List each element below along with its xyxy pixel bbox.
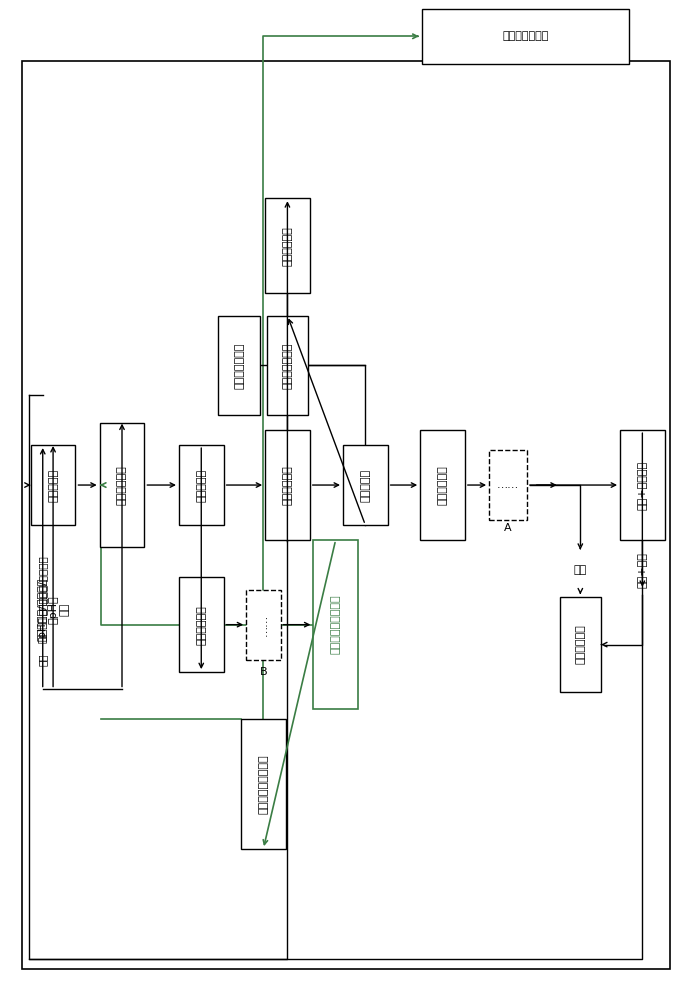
Text: ……: …… — [258, 614, 268, 636]
Text: 去除碳酸根/碳酸氢根: 去除碳酸根/碳酸氢根 — [38, 555, 48, 615]
Bar — [219, 316, 260, 415]
Bar — [560, 597, 601, 692]
Text: 二级电渗析: 二级电渗析 — [361, 468, 370, 502]
Text: 碳酸锂生产过程: 碳酸锂生产过程 — [502, 31, 548, 41]
Text: 二级反渗透淡化产水: 二级反渗透淡化产水 — [331, 595, 340, 654]
Text: 一级电渗析: 一级电渗析 — [197, 468, 206, 502]
Bar — [620, 430, 665, 540]
Bar — [420, 430, 465, 540]
Text: 一级反渗透浓缩产水: 一级反渗透浓缩产水 — [258, 754, 268, 814]
Bar — [313, 540, 358, 709]
Bar — [241, 719, 286, 849]
Text: 过滤: 过滤 — [38, 653, 48, 666]
Text: 电池级碳酸锂: 电池级碳酸锂 — [575, 625, 585, 664]
Text: 一级脱盐产水: 一级脱盐产水 — [197, 605, 206, 645]
Text: 调pH值: 调pH值 — [38, 616, 48, 643]
Text: ……: …… — [497, 480, 519, 490]
Text: 含锂废弃液: 含锂废弃液 — [48, 468, 58, 502]
Text: 第一脱盐原液: 第一脱盐原液 — [117, 465, 127, 505]
Bar — [265, 198, 310, 293]
Text: 去除碳酸根/碳酸氢根
调pH值
过滤: 去除碳酸根/碳酸氢根 调pH值 过滤 — [37, 578, 70, 641]
Text: 二级浓缩产水: 二级浓缩产水 — [437, 465, 448, 505]
Text: 淋洗+浆洗出水: 淋洗+浆洗出水 — [637, 460, 647, 510]
Text: 一级浓缩产水: 一级浓缩产水 — [282, 465, 293, 505]
Bar — [179, 445, 224, 525]
Bar — [30, 445, 75, 525]
Bar — [422, 9, 628, 64]
Text: B: B — [260, 667, 267, 677]
Text: 三级脱盐产水: 三级脱盐产水 — [282, 226, 293, 266]
Bar — [246, 590, 280, 660]
Bar — [343, 445, 388, 525]
Bar — [489, 450, 527, 520]
Bar — [100, 423, 145, 547]
Text: 第一浓缩液进水: 第一浓缩液进水 — [234, 342, 244, 389]
Text: 干燥: 干燥 — [574, 565, 587, 575]
Bar — [179, 577, 224, 672]
Bar — [266, 316, 308, 415]
Text: 第二浓缩液进水: 第二浓缩液进水 — [282, 342, 293, 389]
Bar — [265, 430, 310, 540]
Text: 淋洗+浆洗: 淋洗+浆洗 — [637, 552, 647, 588]
Text: A: A — [504, 523, 512, 533]
